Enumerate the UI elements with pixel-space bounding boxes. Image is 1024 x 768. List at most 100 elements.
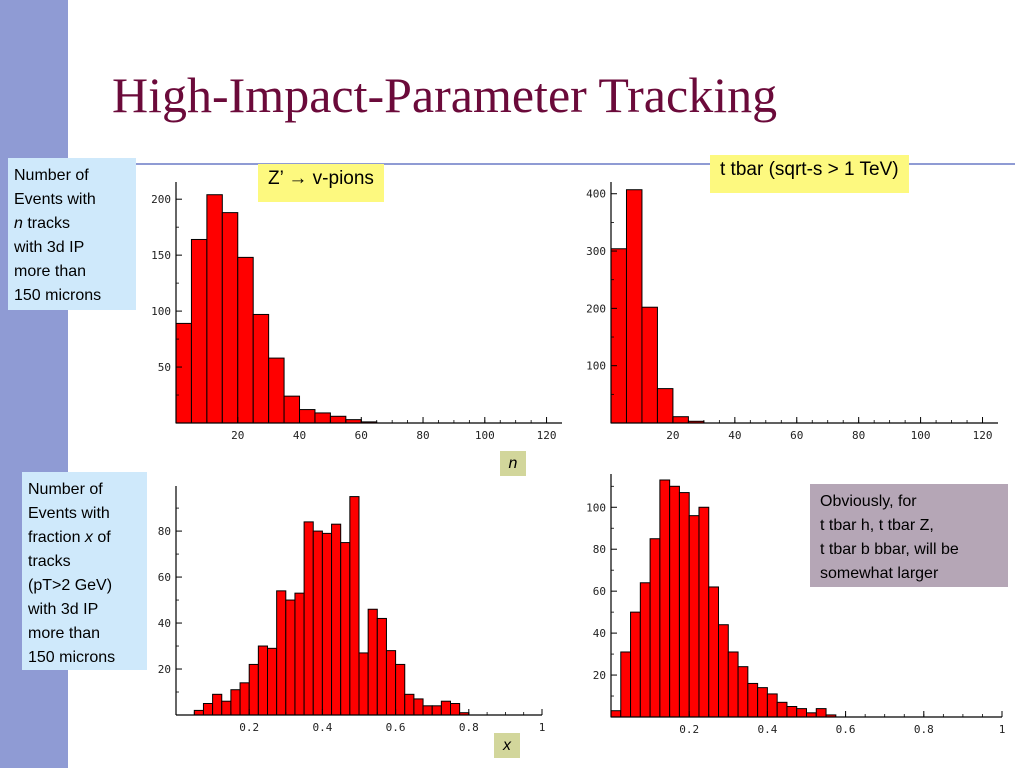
note-var-n: n bbox=[14, 215, 23, 232]
histogram-bar bbox=[367, 608, 378, 716]
x-tick-label: 0.2 bbox=[679, 723, 699, 736]
histogram-bar bbox=[708, 586, 720, 718]
histogram-bar bbox=[395, 663, 406, 716]
note-line: 150 microns bbox=[14, 287, 102, 304]
histogram-bar bbox=[248, 663, 259, 716]
y-tick-label: 150 bbox=[151, 249, 171, 262]
x-axis-label-x: x bbox=[494, 733, 520, 758]
histogram-bar bbox=[230, 689, 241, 716]
histogram-bar bbox=[190, 238, 208, 424]
histogram-bar bbox=[698, 506, 710, 718]
histogram-bar bbox=[610, 248, 627, 424]
histogram-bar bbox=[303, 521, 314, 716]
note-line: (pT>2 GeV) bbox=[28, 577, 113, 594]
note-line: tracks bbox=[28, 553, 71, 570]
zprime-label: Z’ → v-pions bbox=[258, 164, 384, 202]
y-tick-label: 40 bbox=[593, 627, 606, 640]
note-line: 150 microns bbox=[28, 649, 116, 666]
histogram-bar bbox=[630, 611, 641, 718]
x-tick-label: 0.4 bbox=[312, 721, 332, 734]
histogram-bar bbox=[237, 256, 254, 424]
x-tick-label: 120 bbox=[537, 429, 557, 442]
histogram-bar bbox=[688, 515, 700, 718]
histogram-bar bbox=[450, 703, 461, 716]
histogram-bar bbox=[672, 416, 689, 424]
histogram-bar bbox=[285, 599, 296, 716]
note-line: of bbox=[92, 529, 111, 546]
note-line: Events with bbox=[28, 505, 110, 522]
histogram-bar bbox=[239, 682, 250, 716]
note-var-x: x bbox=[84, 529, 93, 546]
x-tick-label: 1 bbox=[999, 723, 1006, 736]
y-tick-label: 300 bbox=[586, 245, 606, 258]
note-line: with 3d IP bbox=[14, 239, 85, 256]
y-tick-label: 200 bbox=[586, 302, 606, 315]
histogram-bar bbox=[678, 492, 690, 718]
y-tick-label: 20 bbox=[593, 669, 606, 682]
x-tick-label: 0.6 bbox=[386, 721, 406, 734]
histogram-bar bbox=[376, 617, 387, 716]
histogram-bar bbox=[656, 388, 674, 424]
x-tick-label: 0.6 bbox=[836, 723, 856, 736]
y-tick-label: 60 bbox=[593, 585, 606, 598]
histogram-bar bbox=[331, 523, 342, 716]
note-line: fraction bbox=[28, 529, 85, 546]
comment-line: somewhat larger bbox=[820, 565, 939, 582]
histogram-bar bbox=[815, 708, 827, 718]
x-tick-label: 40 bbox=[293, 429, 306, 442]
x-tick-label: 60 bbox=[355, 429, 368, 442]
histogram-bar bbox=[649, 538, 661, 718]
x-tick-label: 0.2 bbox=[239, 721, 259, 734]
histogram-bar bbox=[202, 703, 214, 716]
histogram-bar bbox=[796, 708, 807, 718]
histogram-bar bbox=[440, 700, 452, 716]
x-tick-label: 0.8 bbox=[459, 721, 479, 734]
x-tick-label: 0.8 bbox=[914, 723, 934, 736]
comment-line: Obviously, for bbox=[820, 493, 917, 510]
y-tick-label: 100 bbox=[586, 360, 606, 373]
comment-box: Obviously, for t tbar h, t tbar Z, t tba… bbox=[810, 484, 1008, 587]
x-tick-label: 100 bbox=[475, 429, 495, 442]
histogram-bar bbox=[299, 409, 316, 424]
note-line: Number of bbox=[28, 481, 103, 498]
histogram-bar bbox=[620, 651, 632, 718]
histogram-bar bbox=[718, 624, 729, 718]
histogram-bar bbox=[221, 212, 239, 424]
y-tick-label: 60 bbox=[158, 571, 171, 584]
histogram-bar bbox=[206, 194, 223, 424]
histogram-bar bbox=[659, 479, 671, 718]
histogram-bar bbox=[221, 700, 232, 716]
histogram-bar bbox=[329, 415, 347, 424]
histogram-bar bbox=[639, 582, 651, 718]
y-axis-note-bottom: Number of Events with fraction x of trac… bbox=[22, 472, 147, 670]
x-tick-label: 100 bbox=[911, 429, 931, 442]
y-tick-label: 40 bbox=[158, 617, 171, 630]
histogram-bar bbox=[358, 652, 369, 716]
note-line: with 3d IP bbox=[28, 601, 99, 618]
x-axis-label-n: n bbox=[500, 451, 526, 476]
histogram-bar bbox=[786, 706, 798, 718]
y-tick-label: 100 bbox=[151, 305, 171, 318]
comment-line: t tbar h, t tbar Z, bbox=[820, 517, 934, 534]
histogram-bar bbox=[766, 693, 778, 718]
histogram-bar bbox=[321, 532, 333, 716]
histogram-bar bbox=[422, 705, 433, 716]
y-tick-label: 400 bbox=[586, 188, 606, 201]
x-tick-label: 20 bbox=[231, 429, 244, 442]
x-tick-label: 80 bbox=[852, 429, 865, 442]
comment-line: t tbar b bbar, will be bbox=[820, 541, 959, 558]
histogram-bar bbox=[669, 485, 680, 718]
y-tick-label: 50 bbox=[158, 361, 171, 374]
histogram-bar bbox=[625, 189, 643, 424]
histogram-bar bbox=[349, 496, 360, 716]
histogram-bar bbox=[175, 322, 192, 424]
y-tick-label: 100 bbox=[586, 501, 606, 514]
histogram-bar bbox=[776, 701, 788, 718]
histogram-bar bbox=[806, 712, 817, 718]
slide-title: High-Impact-Parameter Tracking bbox=[112, 67, 778, 123]
histogram-bar bbox=[312, 530, 323, 716]
histogram-bar bbox=[747, 682, 759, 718]
title-rule bbox=[135, 163, 1015, 165]
histogram-bar bbox=[193, 709, 204, 716]
